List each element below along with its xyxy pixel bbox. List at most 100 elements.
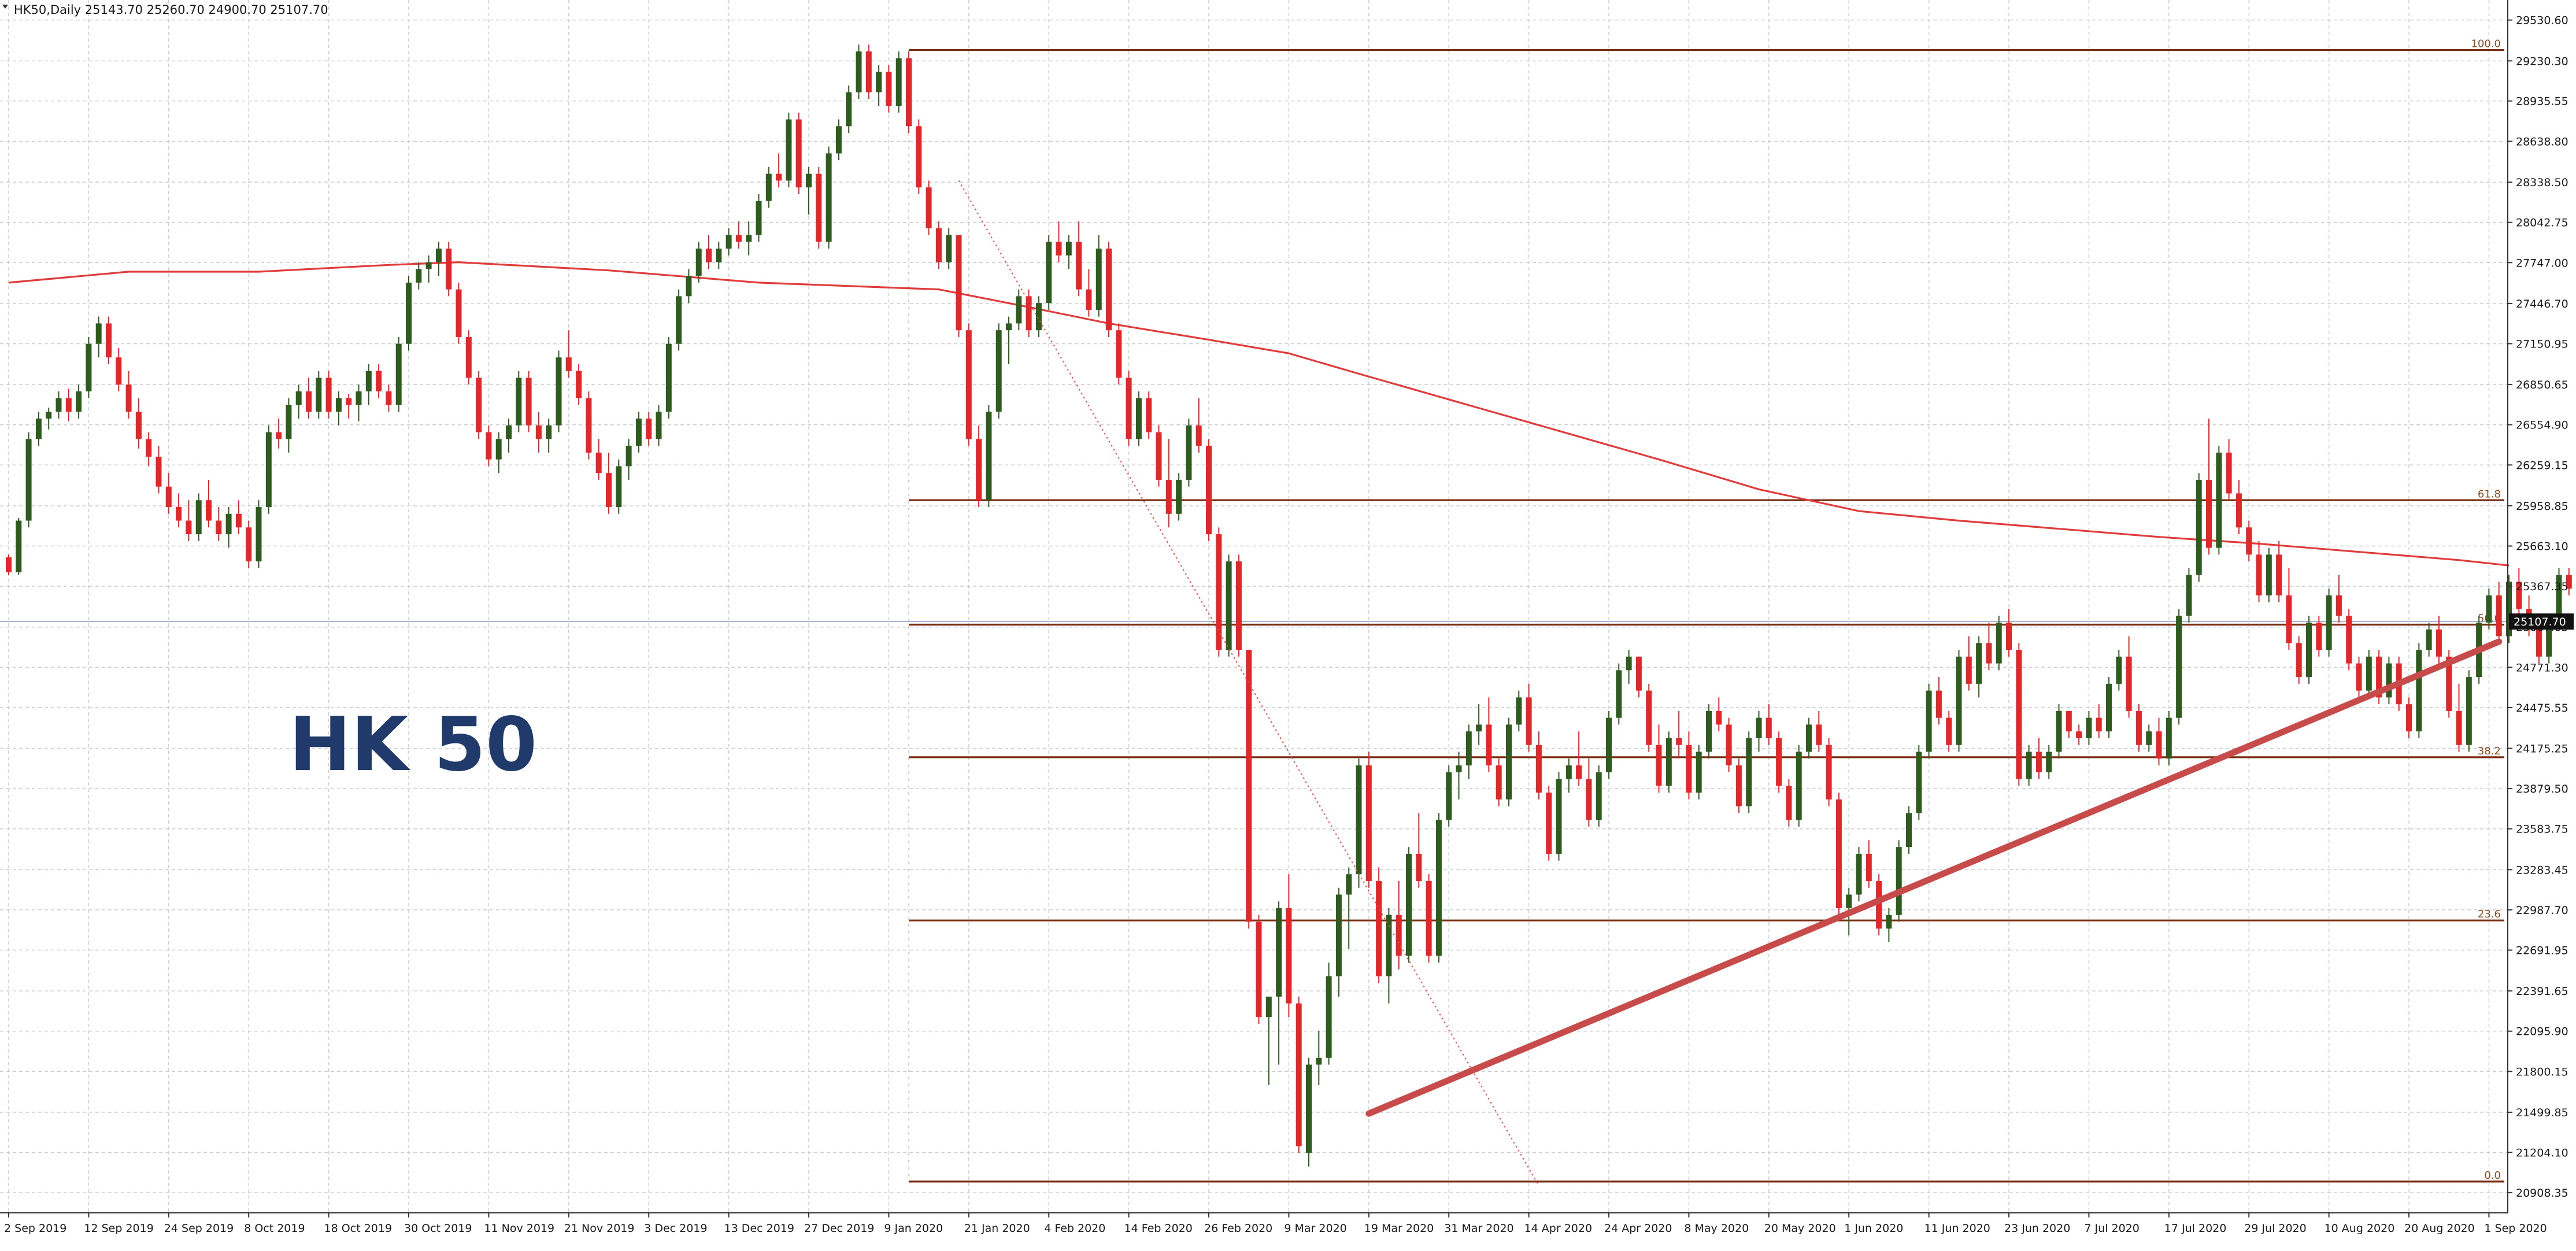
candle	[1406, 847, 1412, 963]
candle-body	[816, 173, 822, 242]
candle-body	[946, 235, 952, 262]
x-tick-label: 1 Jun 2020	[1844, 1222, 1903, 1235]
candle-body	[1816, 724, 1822, 745]
candle-body	[1146, 398, 1152, 432]
candle-body	[2186, 575, 2192, 616]
candle-body	[2046, 752, 2052, 772]
candle-body	[2016, 650, 2022, 779]
candle-body	[1916, 752, 1922, 813]
x-tick-label: 31 Mar 2020	[1444, 1222, 1513, 1235]
candle	[2016, 643, 2022, 786]
candle-body	[2326, 595, 2332, 650]
candle	[706, 235, 712, 269]
candle-body	[2206, 479, 2212, 548]
x-tick-label: 14 Feb 2020	[1124, 1222, 1193, 1235]
candle	[606, 452, 612, 514]
candle	[1165, 439, 1172, 528]
x-tick-label: 20 Aug 2020	[2404, 1222, 2475, 1235]
candle	[1365, 752, 1372, 888]
x-tick-label: 2 Sep 2019	[4, 1222, 66, 1235]
candle	[2046, 745, 2052, 779]
candle	[2456, 683, 2462, 752]
candle	[895, 51, 902, 113]
candle	[386, 384, 392, 412]
candle	[1956, 650, 1962, 752]
candle-body	[606, 473, 612, 508]
candle	[1876, 874, 1882, 936]
candle-body	[1976, 643, 1982, 684]
candle-body	[1396, 915, 1402, 956]
candle	[76, 384, 82, 419]
x-tick-label: 20 May 2020	[1764, 1222, 1836, 1235]
candle-body	[1556, 779, 1562, 854]
candle	[786, 112, 792, 188]
candle-body	[1286, 908, 1292, 1004]
candle	[35, 412, 42, 446]
candle	[1656, 724, 1662, 793]
candle-body	[1986, 643, 1992, 664]
candle-body	[1265, 996, 1272, 1017]
candle	[1716, 697, 1722, 732]
fib-level-label: 23.6	[2478, 908, 2501, 920]
y-tick-label: 25958.85	[2516, 500, 2568, 513]
candle-body	[2316, 622, 2322, 650]
candle-body	[2126, 656, 2132, 711]
candle-body	[1046, 242, 1052, 304]
candle-body	[116, 357, 122, 385]
fib-level-label: 100.0	[2471, 38, 2501, 50]
candle-body	[695, 249, 702, 276]
candle	[306, 377, 312, 419]
candle-body	[2296, 643, 2302, 678]
candle-body	[1565, 765, 1572, 779]
candle	[735, 221, 742, 249]
candle-body	[2386, 663, 2392, 698]
candle	[1086, 269, 1092, 317]
candle-body	[356, 391, 362, 405]
candle-body	[2006, 622, 2012, 650]
candle	[865, 45, 872, 99]
y-tick-label: 22987.70	[2516, 904, 2568, 917]
candle-body	[2035, 752, 2042, 772]
candle-body	[1135, 398, 1142, 439]
candle-body	[46, 412, 52, 419]
candle	[1916, 745, 1922, 820]
candle-body	[2256, 554, 2262, 595]
candle-body	[106, 323, 112, 358]
candle	[1146, 391, 1152, 439]
candle-body	[1856, 853, 1862, 895]
candle	[1635, 656, 1642, 698]
candle-body	[1886, 915, 1892, 929]
candle-body	[246, 527, 252, 562]
candle-body	[1065, 242, 1072, 256]
candle-body	[1446, 772, 1452, 820]
candle-body	[1326, 976, 1332, 1058]
candle-body	[95, 323, 102, 344]
candle-body	[86, 343, 92, 392]
candle-body	[1186, 425, 1192, 480]
candle	[146, 432, 152, 467]
candle	[446, 242, 452, 297]
candle	[2326, 589, 2332, 657]
candle	[1006, 316, 1012, 365]
candle-body	[1086, 289, 1092, 310]
candle-body	[2556, 575, 2562, 623]
candle	[2116, 650, 2122, 691]
candle	[1346, 867, 1352, 949]
candle-body	[1526, 697, 1532, 745]
candle-body	[995, 330, 1002, 412]
candle	[1565, 758, 1572, 793]
candle-body	[2236, 493, 2242, 528]
candle	[2126, 636, 2132, 718]
candle	[626, 439, 632, 480]
candle	[1465, 724, 1472, 779]
candle	[25, 432, 32, 528]
candle-body	[1356, 765, 1362, 875]
candle-body	[1535, 745, 1542, 793]
candle-body	[716, 249, 722, 262]
collapse-triangle-icon[interactable]	[2, 5, 8, 9]
candle-body	[435, 249, 442, 262]
candle	[316, 371, 322, 419]
y-tick-label: 27446.70	[2516, 298, 2568, 310]
